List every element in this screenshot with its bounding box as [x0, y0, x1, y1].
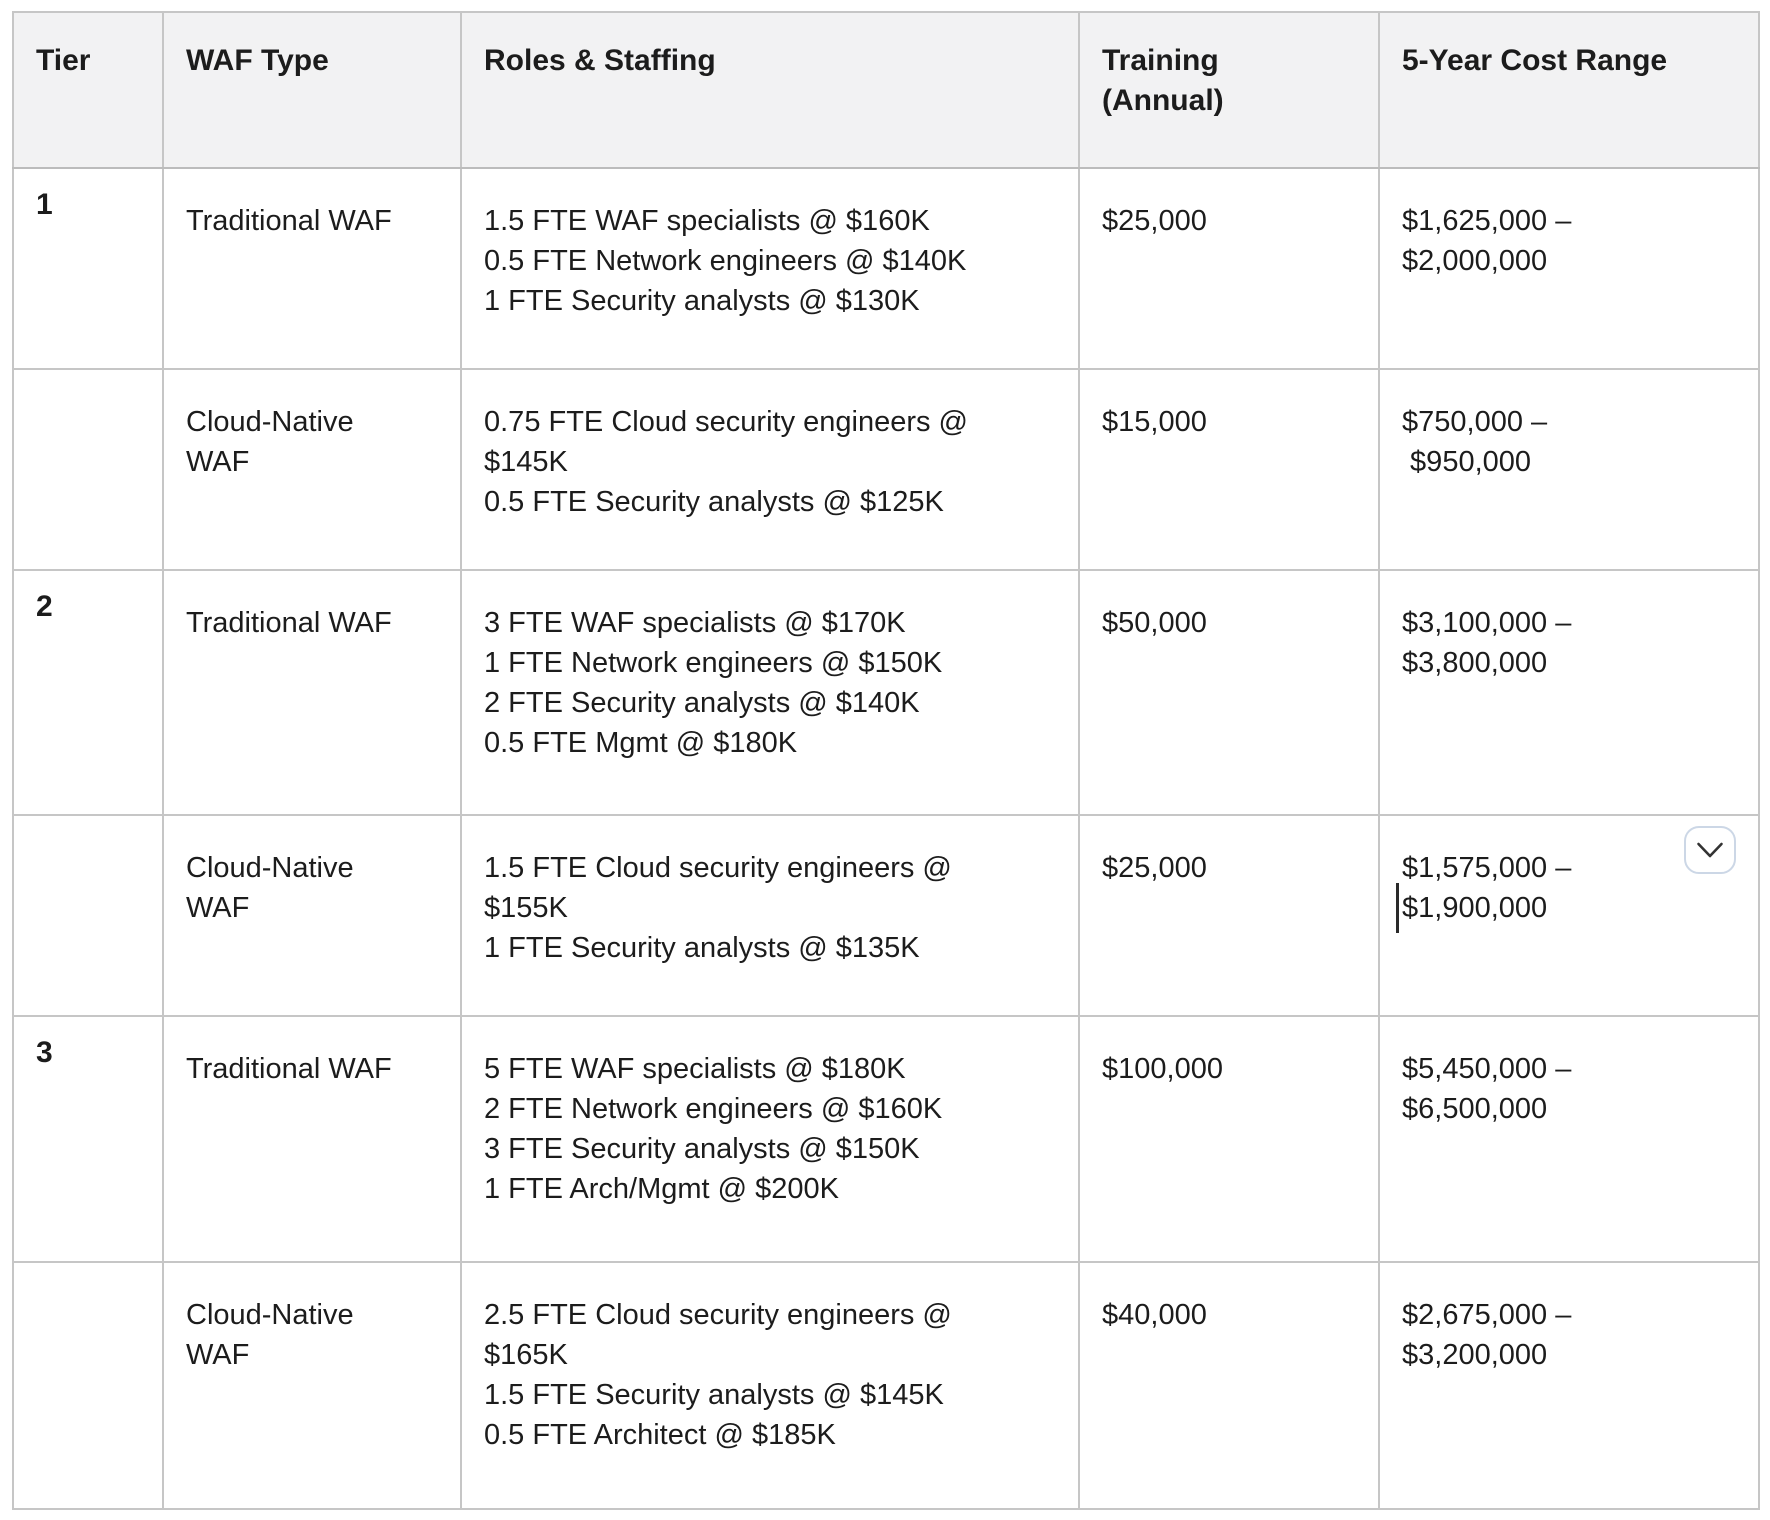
tier-cell[interactable]: 2	[12, 569, 164, 816]
tier-cell[interactable]	[12, 368, 164, 571]
tier-cell[interactable]: 3	[12, 1015, 164, 1263]
column-header-training-annual: Training (Annual)	[1078, 11, 1380, 169]
training-cell[interactable]: $40,000	[1078, 1261, 1380, 1510]
table-row-tier2-cloud-native: Cloud-Native WAF 1.5 FTE Cloud security …	[12, 814, 1760, 1017]
cost-range-line2-text: $1,900,000	[1402, 892, 1548, 924]
cost-range-cell[interactable]: $5,450,000 – $6,500,000	[1378, 1015, 1760, 1263]
table-header-row: Tier WAF Type Roles & Staffing Training …	[12, 11, 1760, 169]
tier-cell[interactable]	[12, 1261, 164, 1510]
cost-range-cell[interactable]: $1,575,000 – $1,900,000	[1378, 814, 1760, 1017]
text-cursor	[1396, 883, 1399, 933]
roles-staffing-cell[interactable]: 5 FTE WAF specialists @ $180K 2 FTE Netw…	[460, 1015, 1080, 1263]
cost-range-line1: $3,100,000 –	[1402, 607, 1572, 639]
training-cell[interactable]: $50,000	[1078, 569, 1380, 816]
cost-range-line1: $750,000 –	[1402, 406, 1548, 438]
column-header-roles-staffing: Roles & Staffing	[460, 11, 1080, 169]
roles-staffing-cell[interactable]: 1.5 FTE WAF specialists @ $160K 0.5 FTE …	[460, 167, 1080, 370]
roles-staffing-cell[interactable]: 2.5 FTE Cloud security engineers @ $165K…	[460, 1261, 1080, 1510]
table-row-tier1-traditional: 1 Traditional WAF 1.5 FTE WAF specialist…	[12, 167, 1760, 370]
roles-staffing-cell[interactable]: 3 FTE WAF specialists @ $170K 1 FTE Netw…	[460, 569, 1080, 816]
waf-comparison-table: Tier WAF Type Roles & Staffing Training …	[12, 11, 1760, 1510]
cost-range-cell[interactable]: $2,675,000 – $3,200,000	[1378, 1261, 1760, 1510]
cost-range-line2: $3,200,000	[1402, 1339, 1548, 1371]
cost-range-line2: $6,500,000	[1402, 1093, 1548, 1125]
waf-type-cell[interactable]: Cloud-Native WAF	[162, 368, 462, 571]
waf-type-cell[interactable]: Cloud-Native WAF	[162, 814, 462, 1017]
table-row-tier1-cloud-native: Cloud-Native WAF 0.75 FTE Cloud security…	[12, 368, 1760, 571]
chevron-down-icon	[1697, 842, 1723, 857]
column-header-tier: Tier	[12, 11, 164, 169]
tier-cell[interactable]	[12, 814, 164, 1017]
training-cell[interactable]: $25,000	[1078, 814, 1380, 1017]
cost-range-line1: $2,675,000 –	[1402, 1299, 1572, 1331]
cost-range-line2: $950,000	[1402, 446, 1532, 478]
cost-range-line2: $3,800,000	[1402, 647, 1548, 679]
cost-range-line2: $1,900,000	[1396, 883, 1738, 933]
table-row-tier3-traditional: 3 Traditional WAF 5 FTE WAF specialists …	[12, 1015, 1760, 1263]
table-row-tier3-cloud-native: Cloud-Native WAF 2.5 FTE Cloud security …	[12, 1261, 1760, 1510]
cost-range-cell[interactable]: $750,000 – $950,000	[1378, 368, 1760, 571]
waf-type-cell[interactable]: Traditional WAF	[162, 569, 462, 816]
roles-staffing-cell[interactable]: 0.75 FTE Cloud security engineers @ $145…	[460, 368, 1080, 571]
cost-range-line1: $5,450,000 –	[1402, 1053, 1572, 1085]
expand-row-button[interactable]	[1684, 826, 1736, 874]
training-cell[interactable]: $15,000	[1078, 368, 1380, 571]
waf-type-cell[interactable]: Traditional WAF	[162, 1015, 462, 1263]
table-row-tier2-traditional: 2 Traditional WAF 3 FTE WAF specialists …	[12, 569, 1760, 816]
cost-range-line1: $1,625,000 –	[1402, 205, 1572, 237]
waf-type-cell[interactable]: Cloud-Native WAF	[162, 1261, 462, 1510]
tier-cell[interactable]: 1	[12, 167, 164, 370]
column-header-waf-type: WAF Type	[162, 11, 462, 169]
roles-staffing-cell[interactable]: 1.5 FTE Cloud security engineers @ $155K…	[460, 814, 1080, 1017]
cost-range-line2: $2,000,000	[1402, 245, 1548, 277]
training-cell[interactable]: $25,000	[1078, 167, 1380, 370]
column-header-cost-range: 5-Year Cost Range	[1378, 11, 1760, 169]
cost-range-cell[interactable]: $3,100,000 – $3,800,000	[1378, 569, 1760, 816]
waf-type-cell[interactable]: Traditional WAF	[162, 167, 462, 370]
cost-range-line1: $1,575,000 –	[1402, 852, 1572, 884]
cost-range-cell[interactable]: $1,625,000 – $2,000,000	[1378, 167, 1760, 370]
training-cell[interactable]: $100,000	[1078, 1015, 1380, 1263]
